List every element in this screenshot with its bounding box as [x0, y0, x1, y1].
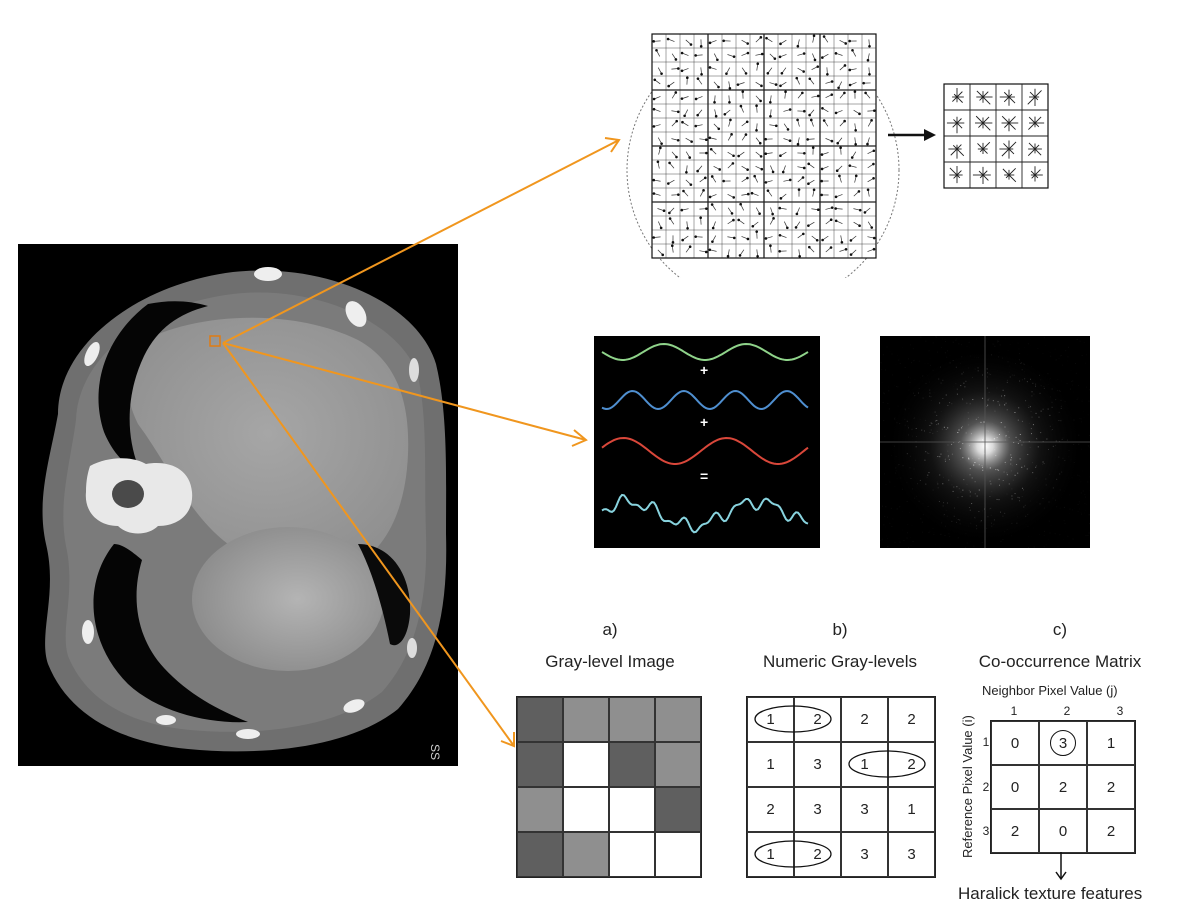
gray-cell — [517, 742, 563, 787]
ct-scan-image: SS — [18, 244, 458, 766]
cooccurrence-value: 2 — [1058, 778, 1068, 796]
wave-cyan — [601, 493, 809, 534]
gray-level-value-cell: 3 — [841, 832, 888, 877]
lung-upper — [98, 301, 208, 467]
col-header-2: 2 — [1063, 704, 1071, 718]
cooccurrence-value: 0 — [1010, 778, 1020, 796]
panel-b-title: Numeric Gray-levels — [763, 652, 917, 671]
cooccurrence-value: 1 — [1106, 734, 1116, 752]
gray-level-value-cell: 2 — [888, 697, 935, 742]
panel-a-title: Gray-level Image — [545, 652, 675, 671]
gray-level-value-cell: 2 — [747, 787, 794, 832]
gray-level-value-cell: 3 — [794, 787, 841, 832]
col-axis-label: Neighbor Pixel Value (j) — [982, 683, 1118, 698]
cooccurrence-cell: 0 — [991, 765, 1039, 809]
gray-level-value-cell: 2 — [888, 742, 935, 787]
gray-level-value-cell: 2 — [794, 697, 841, 742]
wave-green — [601, 342, 809, 361]
gray-cell — [609, 697, 655, 742]
cooccurrence-cell: 2 — [1087, 809, 1135, 853]
gray-level-value-cell: 1 — [747, 697, 794, 742]
equals-sign: = — [700, 468, 709, 484]
gray-level-value-cell: 1 — [888, 787, 935, 832]
gray-cell — [609, 832, 655, 877]
cooccurrence-value: 0 — [1010, 734, 1020, 752]
gray-level-value-cell: 3 — [794, 742, 841, 787]
highlight-circle — [1050, 730, 1076, 756]
cooccurrence-value: 0 — [1058, 822, 1068, 840]
fourier-spectrum-image — [880, 336, 1090, 548]
co-occurrence-matrix-grid: 0 3 1 0 2 2 2 0 2 — [990, 720, 1136, 854]
cooccurrence-value: 2 — [1106, 778, 1116, 796]
gray-level-value-cell: 1 — [841, 742, 888, 787]
patch-descriptor-diagram — [620, 28, 920, 278]
spectrum-noise — [880, 336, 1090, 548]
wave-blue — [601, 389, 809, 411]
gray-level-value-cell: 3 — [841, 787, 888, 832]
cooccurrence-cell: 3 — [1039, 721, 1087, 765]
gray-level-value-cell: 1 — [747, 742, 794, 787]
col-header-3: 3 — [1116, 704, 1124, 718]
plus-sign-2: + — [700, 414, 709, 430]
gray-cell — [563, 697, 609, 742]
descriptor-summary-grid — [942, 82, 1050, 190]
cooccurrence-value: 2 — [1010, 822, 1020, 840]
gradient-grid — [651, 33, 877, 259]
panel-c-title: Co-occurrence Matrix — [978, 652, 1142, 671]
ct-corner-text: SS — [428, 744, 442, 761]
gray-cell — [655, 697, 701, 742]
cooccurrence-cell: 2 — [1087, 765, 1135, 809]
gray-cell — [609, 787, 655, 832]
gray-cell — [563, 832, 609, 877]
panel-c-label: c) — [1052, 620, 1068, 639]
row-header-3: 3 — [982, 824, 990, 838]
roi-box — [209, 335, 221, 347]
row-header-2: 2 — [982, 780, 990, 794]
gray-cell — [517, 697, 563, 742]
gray-cell — [655, 787, 701, 832]
row-header-1: 1 — [982, 735, 990, 749]
row-axis-label: Reference Pixel Value (i) — [960, 715, 975, 858]
cooccurrence-value: 2 — [1106, 822, 1116, 840]
gray-cell — [563, 742, 609, 787]
wave-red — [601, 436, 809, 466]
gray-cell — [609, 742, 655, 787]
gray-level-value-cell: 1 — [747, 832, 794, 877]
haralick-label: Haralick texture features — [958, 884, 1143, 903]
cooccurrence-cell: 2 — [991, 809, 1039, 853]
gray-cell — [517, 832, 563, 877]
gray-level-image-grid — [516, 696, 702, 878]
gray-cell — [563, 787, 609, 832]
col-header-1: 1 — [1010, 704, 1018, 718]
panel-a-label: a) — [602, 620, 618, 639]
gray-cell — [655, 832, 701, 877]
gray-level-value-cell: 3 — [888, 832, 935, 877]
cooccurrence-cell: 1 — [1087, 721, 1135, 765]
cooccurrence-cell: 0 — [1039, 809, 1087, 853]
gray-level-value-cell: 2 — [841, 697, 888, 742]
lung-lower — [93, 544, 248, 723]
cooccurrence-cell: 2 — [1039, 765, 1087, 809]
gray-level-value-cell: 2 — [794, 832, 841, 877]
fourier-waves-panel: + + = — [594, 336, 820, 548]
gray-cell — [655, 742, 701, 787]
panel-b-label: b) — [832, 620, 848, 639]
plus-sign-1: + — [700, 362, 709, 378]
summary-arrow — [886, 126, 938, 144]
cooccurrence-cell: 0 — [991, 721, 1039, 765]
gray-cell — [517, 787, 563, 832]
haralick-down-arrow — [1054, 852, 1068, 882]
